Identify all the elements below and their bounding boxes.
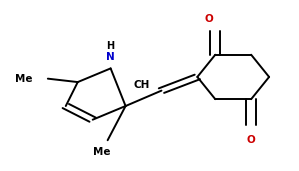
Text: Me: Me — [15, 74, 33, 84]
Text: CH: CH — [133, 81, 150, 90]
Text: Me: Me — [93, 147, 110, 157]
Text: N: N — [106, 52, 115, 62]
Text: H: H — [106, 41, 115, 51]
Text: O: O — [247, 135, 256, 145]
Text: O: O — [205, 14, 214, 24]
